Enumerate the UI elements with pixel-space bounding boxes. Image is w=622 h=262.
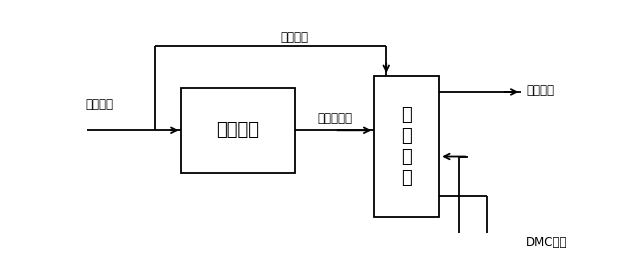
Text: 晶浆混合液: 晶浆混合液 [317,112,352,125]
Text: 连续结晶: 连续结晶 [216,121,259,139]
Text: 回流母液: 回流母液 [281,31,309,44]
Text: 共沸进料: 共沸进料 [85,97,113,111]
Bar [182,88,295,173]
Bar [374,76,439,217]
Text: 外排母液: 外排母液 [526,84,554,97]
Text: DMC产品: DMC产品 [526,236,567,249]
Text: 连
续
发
汗: 连 续 发 汗 [401,106,412,187]
